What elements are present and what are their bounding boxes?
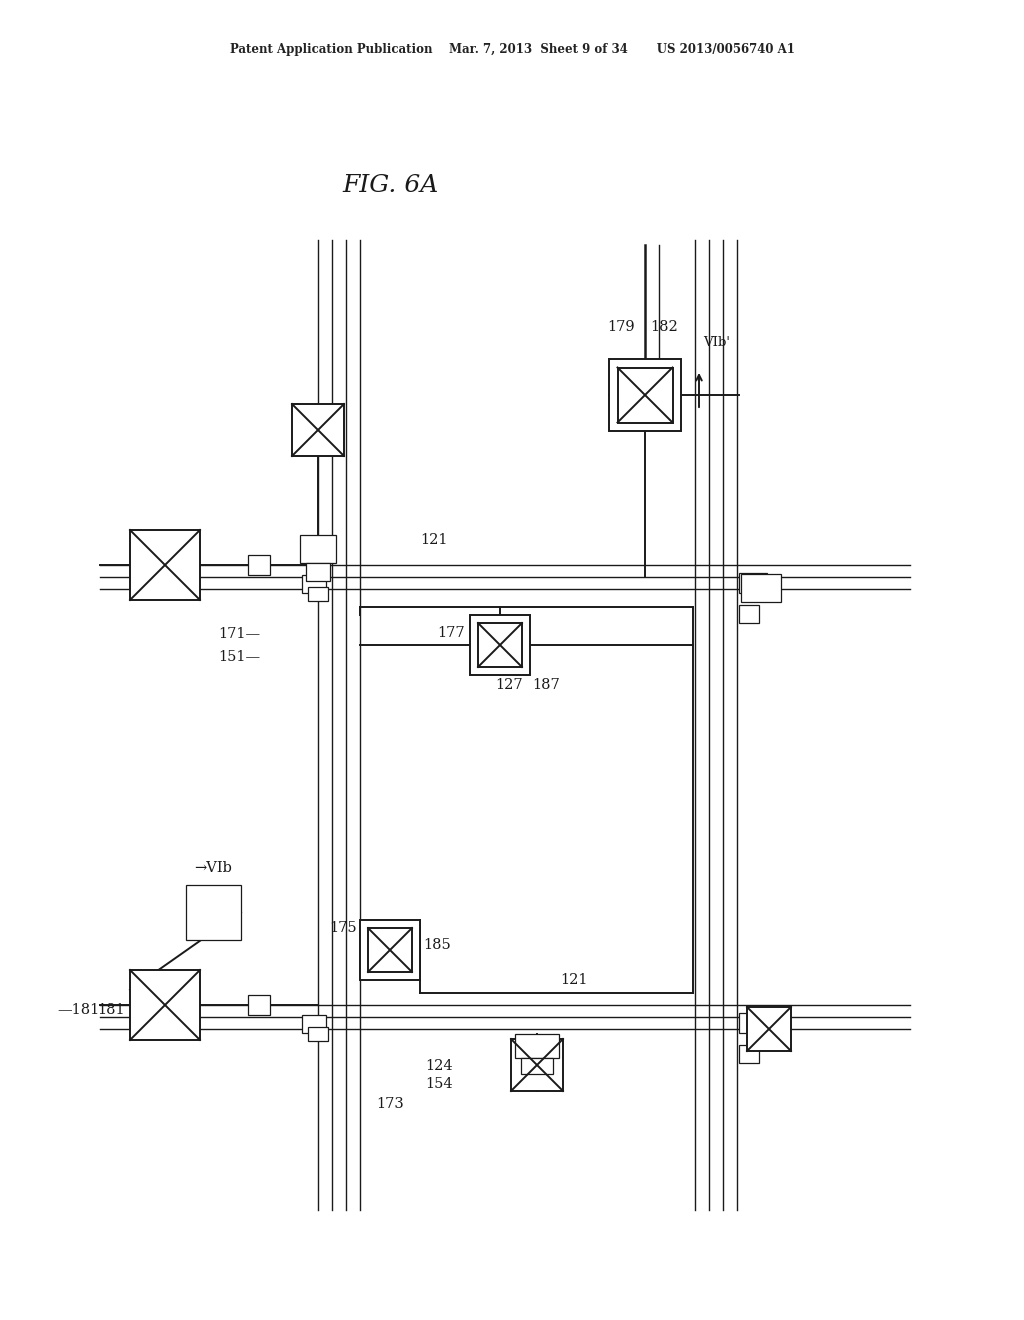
Bar [248, 554, 270, 576]
Bar [302, 576, 326, 593]
Bar [515, 1034, 559, 1059]
Bar [617, 367, 673, 422]
Bar [741, 574, 781, 602]
Bar [300, 535, 336, 564]
Text: 173: 173 [376, 1097, 403, 1111]
Bar [739, 573, 767, 593]
Bar [130, 970, 200, 1040]
Bar [308, 1027, 328, 1041]
Bar [609, 359, 681, 432]
Text: 175: 175 [330, 921, 357, 935]
Text: 121: 121 [420, 533, 447, 546]
Text: 129: 129 [200, 895, 226, 909]
Bar [302, 1015, 326, 1034]
Bar [739, 1012, 767, 1034]
Bar [292, 404, 344, 455]
Text: 181: 181 [97, 1003, 125, 1016]
Text: 151—: 151— [218, 649, 260, 664]
Text: →VIb: →VIb [195, 861, 232, 875]
Bar [306, 564, 330, 581]
Bar [130, 531, 200, 601]
Bar [511, 1039, 563, 1092]
Bar [308, 587, 328, 601]
Text: 182: 182 [650, 319, 678, 334]
Text: FIG. 6A: FIG. 6A [342, 173, 438, 197]
Bar [368, 928, 412, 972]
Text: 121: 121 [560, 973, 588, 987]
Text: 124: 124 [425, 1059, 453, 1073]
Bar [186, 884, 241, 940]
Text: —181: —181 [57, 1003, 100, 1016]
Text: 171—: 171— [218, 627, 260, 642]
Bar [360, 920, 420, 979]
Bar [521, 1059, 553, 1074]
Bar [746, 1007, 791, 1051]
Text: 185: 185 [423, 939, 451, 952]
Text: 154: 154 [425, 1077, 453, 1092]
Text: 187: 187 [532, 678, 560, 692]
Bar [739, 605, 759, 623]
Bar [248, 995, 270, 1015]
Text: Patent Application Publication    Mar. 7, 2013  Sheet 9 of 34       US 2013/0056: Patent Application Publication Mar. 7, 2… [229, 44, 795, 57]
Text: 179: 179 [607, 319, 635, 334]
Bar [478, 623, 522, 667]
Text: 177: 177 [437, 626, 465, 640]
Bar [470, 615, 530, 675]
Bar [739, 1045, 759, 1063]
Text: VIb': VIb' [703, 337, 730, 348]
Text: 127: 127 [495, 678, 522, 692]
